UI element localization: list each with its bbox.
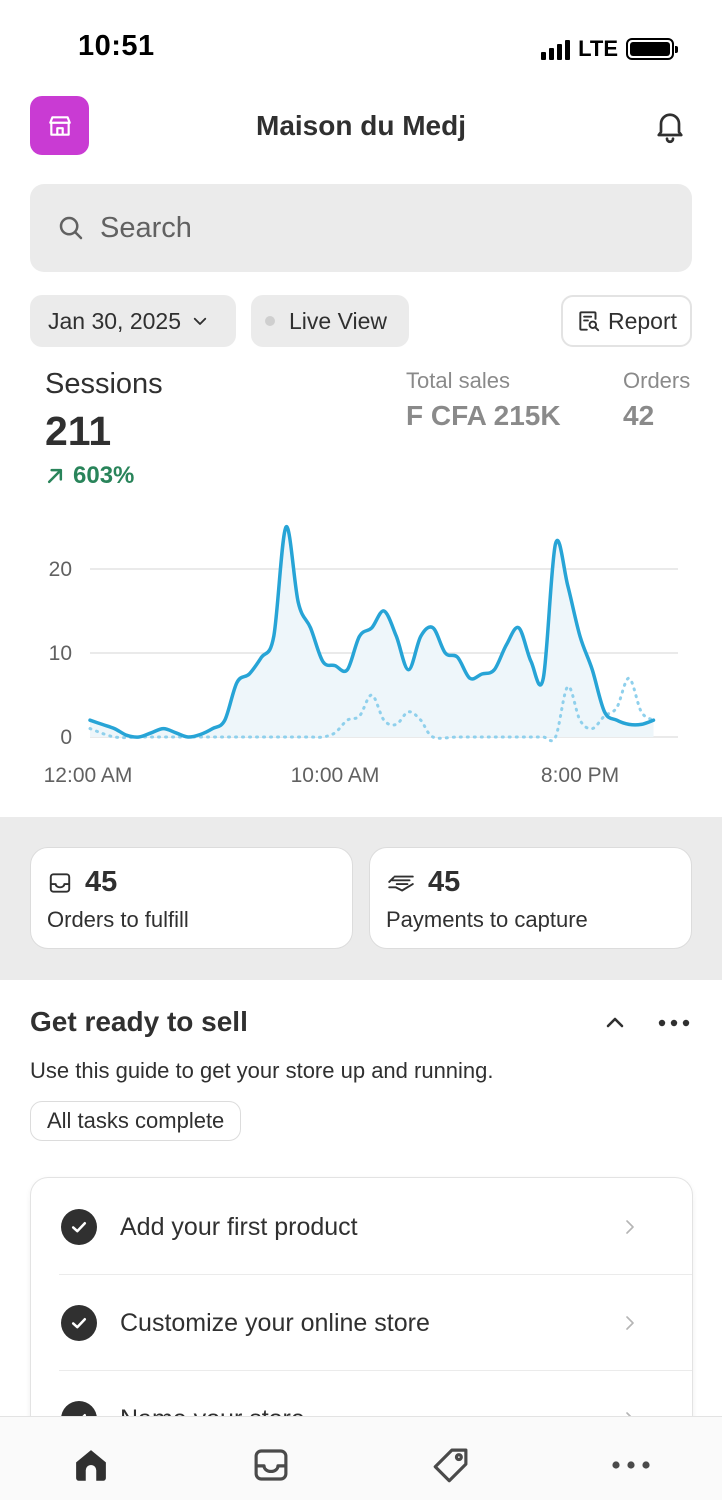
metrics-summary: Sessions 211 603% Total sales F CFA 215K… [0,366,722,496]
divider [59,1274,692,1275]
payments-to-capture-card[interactable]: 45 Payments to capture [369,847,692,949]
sessions-chart[interactable]: 0 10 20 12:00 AM 10:00 AM 8:00 PM [0,500,722,800]
sessions-change-value: 603% [73,462,135,489]
total-sales-label: Total sales [406,368,510,393]
y-tick-label: 20 [49,558,72,581]
live-dot-icon [265,316,275,326]
app-header: Maison du Medj [0,96,722,158]
battery-icon [626,38,678,60]
orders-inbox-icon[interactable] [246,1443,296,1487]
store-name[interactable]: Maison du Medj [256,110,466,141]
more-options-icon[interactable] [656,1008,692,1038]
signal-icon [541,38,571,60]
live-view-button[interactable]: Live View [251,295,409,347]
live-view-label: Live View [289,307,388,334]
guide-title: Get ready to sell [30,1006,248,1037]
payment-icon [388,875,414,891]
orders-to-fulfill-count: 45 [85,866,118,898]
sessions-change: 603% [45,462,134,490]
x-tick-label: 12:00 AM [44,764,133,787]
check-circle-icon [61,1305,97,1341]
total-sales-value: F CFA 215K [406,400,561,431]
filter-bar: Jan 30, 2025 Live View Report [30,295,692,347]
report-label: Report [607,307,678,334]
tasks-section: 45 Orders to fulfill 45 Payments to capt… [0,817,722,980]
tasks-complete-badge: All tasks complete [30,1101,242,1141]
date-picker-button[interactable]: Jan 30, 2025 [30,295,236,347]
home-icon[interactable] [66,1443,116,1487]
status-indicators: LTE [541,36,678,62]
comparison-series-line [88,676,655,743]
chevron-right-icon [620,1217,640,1237]
sessions-chart-svg: 0 10 20 12:00 AM 10:00 AM 8:00 PM [44,525,678,787]
series-area-fill [90,526,654,738]
search-input[interactable]: Search [30,184,692,272]
chevron-up-icon[interactable] [600,1008,630,1038]
orders-metric[interactable]: Orders 42 [623,368,690,432]
chevron-down-icon [193,317,207,325]
search-icon [59,216,83,240]
total-sales-metric[interactable]: Total sales F CFA 215K [406,368,561,432]
checklist-item-label: Add your first product [120,1212,358,1241]
sessions-value: 211 [45,408,112,454]
report-button[interactable]: Report [561,295,692,347]
sessions-series-line [88,525,656,739]
status-bar: 10:51 LTE [0,0,722,90]
y-tick-label: 10 [49,642,72,665]
orders-to-fulfill-label: Orders to fulfill [47,907,189,932]
store-icon[interactable] [30,96,89,155]
report-icon [579,311,600,332]
payments-to-capture-count: 45 [428,866,461,898]
status-time: 10:51 [78,30,155,62]
chevron-right-icon [620,1313,640,1333]
sessions-label[interactable]: Sessions [45,368,163,400]
inbox-icon [49,872,71,893]
x-tick-label: 10:00 AM [291,764,380,787]
checklist-item-add-product[interactable]: Add your first product [31,1179,692,1275]
bottom-tab-bar [0,1416,722,1500]
orders-value: 42 [623,400,655,431]
search-placeholder: Search [100,211,192,244]
checklist-item-label: Customize your online store [120,1308,430,1337]
divider [59,1370,692,1371]
bell-icon[interactable] [648,104,692,148]
guide-description: Use this guide to get your store up and … [30,1058,494,1083]
orders-label: Orders [623,368,691,393]
network-label: LTE [578,36,618,61]
x-tick-label: 8:00 PM [541,764,619,787]
y-tick-label: 0 [60,726,72,749]
orders-to-fulfill-card[interactable]: 45 Orders to fulfill [30,847,353,949]
arrow-up-right-icon [47,468,63,484]
payments-to-capture-label: Payments to capture [386,907,588,932]
more-icon[interactable] [606,1443,656,1487]
tag-icon[interactable] [426,1443,476,1487]
check-circle-icon [61,1209,97,1245]
checklist-item-customize-store[interactable]: Customize your online store [31,1275,692,1371]
date-label: Jan 30, 2025 [48,307,182,334]
